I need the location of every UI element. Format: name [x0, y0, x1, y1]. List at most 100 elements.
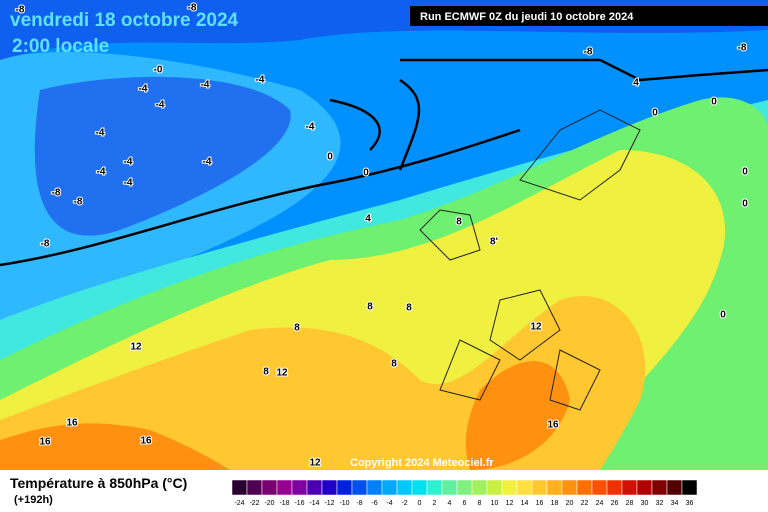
isotherm-label: -8 [188, 3, 197, 14]
isotherm-label: 4 [633, 78, 639, 89]
isotherm-label: 8 [367, 302, 373, 313]
scale-label: -24 [234, 500, 244, 507]
scale-label: 16 [536, 500, 544, 507]
scale-label: -8 [356, 500, 362, 507]
isotherm-label: 8 [456, 217, 462, 228]
map: Run ECMWF 0Z du jeudi 10 octobre 2024 ve… [0, 0, 768, 470]
scale-swatch [396, 479, 413, 496]
scale-swatch [576, 479, 593, 496]
isotherm-label: 12 [130, 342, 142, 353]
scale-label: -4 [386, 500, 392, 507]
scale-swatch [306, 479, 323, 496]
scale-swatch [546, 479, 563, 496]
scale-label: 32 [656, 500, 664, 507]
isotherm-label: 8 [391, 359, 397, 370]
isotherm-label: -4 [203, 157, 212, 168]
scale-swatch [411, 479, 428, 496]
isotherm-label: 16 [547, 420, 559, 431]
scale-label: 36 [686, 500, 694, 507]
scale-swatch [291, 479, 308, 496]
isotherm-label: -8 [584, 47, 593, 58]
scale-label: 26 [611, 500, 619, 507]
scale-swatch [426, 479, 443, 496]
scale-label: 0 [418, 500, 422, 507]
isotherm-label: -8 [52, 188, 61, 199]
scale-swatch [276, 479, 293, 496]
scale-label: -14 [309, 500, 319, 507]
isotherm-label: -8 [16, 5, 25, 16]
legend: Température à 850hPa (°C) (+192h) -24 -22… [0, 470, 768, 512]
scale-label: 10 [491, 500, 499, 507]
scale-swatch [366, 479, 383, 496]
zone [0, 361, 570, 470]
isotherm-label: 16 [39, 437, 51, 448]
scale-swatch [591, 479, 608, 496]
map-labels: -8 -8 -8 -8 -0 -4 -4 -4 -4 -4 -4 -4 -4 -4 -4 -8 -8 -8 0 0 0 0… [15, 2, 750, 470]
legend-subtitle: (+192h) [14, 494, 53, 506]
scale-swatch [501, 479, 518, 496]
scale-swatch [651, 479, 668, 496]
isotherm [0, 128, 521, 267]
scale-swatch [561, 479, 578, 496]
scale-label: 12 [506, 500, 514, 507]
scale-swatch [336, 479, 353, 496]
scale-label: 34 [671, 500, 679, 507]
scale-swatch [246, 479, 263, 496]
scale-swatch [231, 479, 248, 496]
isotherm-label: -4 [201, 80, 210, 91]
scale-label: -12 [324, 500, 334, 507]
isotherm-label: 12 [309, 458, 321, 469]
isotherm-label: 16 [140, 436, 152, 447]
zone [34, 76, 291, 236]
isotherm-label: 0 [711, 97, 717, 108]
scale-swatch [516, 479, 533, 496]
isotherm-label: 8 [406, 303, 412, 314]
isotherm-label: -4 [124, 178, 133, 189]
isotherm-label: 0 [742, 167, 748, 178]
scale-swatch [351, 479, 368, 496]
scale-swatch [261, 479, 278, 496]
scale-label: 6 [463, 500, 467, 507]
scale-label: 14 [521, 500, 529, 507]
isotherm-label: -4 [97, 167, 106, 178]
isotherm-label: 0 [363, 168, 369, 179]
scale-label: 22 [581, 500, 589, 507]
isotherm-label: -8 [41, 239, 50, 250]
scale-swatch [441, 479, 458, 496]
isotherm-label: -8 [74, 197, 83, 208]
isotherm-label: -4 [139, 84, 148, 95]
scale-swatch [456, 479, 473, 496]
scale-label: -16 [294, 500, 304, 507]
isotherm-label: 4 [365, 214, 371, 225]
scale-swatch [606, 479, 623, 496]
isotherm-label: 0 [327, 152, 333, 163]
scale-label: -10 [339, 500, 349, 507]
run-box [410, 6, 768, 26]
scale-label: 20 [566, 500, 574, 507]
isotherm-label: 12 [276, 368, 288, 379]
scale-label: 30 [641, 500, 649, 507]
isotherm-label: -4 [124, 157, 133, 168]
scale-label: 24 [596, 500, 604, 507]
scale-label: 28 [626, 500, 634, 507]
scale-swatch [681, 479, 698, 496]
scale-label: 4 [448, 500, 452, 507]
isotherm-label: 8 [294, 323, 300, 334]
isotherm-label: -4 [96, 128, 105, 139]
scale-label: -6 [371, 500, 377, 507]
scale-swatch [471, 479, 488, 496]
isotherm-label: 16 [66, 418, 78, 429]
scale-label: -20 [264, 500, 274, 507]
scale-label: -22 [249, 500, 259, 507]
title: vendredi 18 octobre 2024 [10, 10, 239, 31]
coastline [419, 109, 641, 411]
isotherm-label: 0 [652, 108, 658, 119]
run-info: Run ECMWF 0Z du jeudi 10 octobre 2024 [420, 11, 634, 23]
isotherm-label: -4 [306, 122, 315, 133]
isotherm-label: -4 [256, 75, 265, 86]
scale-swatch [666, 479, 683, 496]
scale-label: 2 [433, 500, 437, 507]
scale-label: 18 [551, 500, 559, 507]
isotherm-label: 0 [742, 199, 748, 210]
